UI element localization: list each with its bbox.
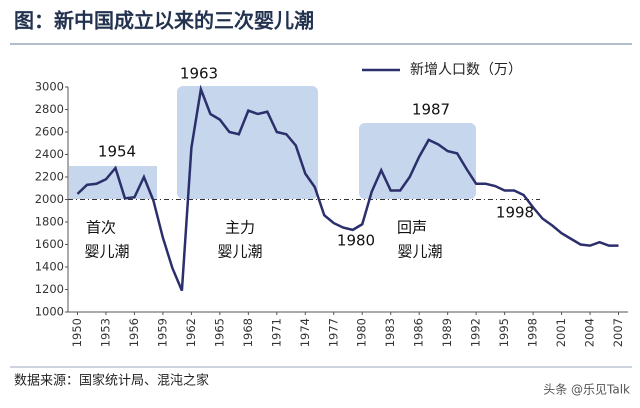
annotation: 婴儿潮 bbox=[217, 243, 262, 261]
x-tick-label: 1962 bbox=[184, 318, 198, 347]
annotation: 1980 bbox=[337, 232, 375, 250]
x-tick-label: 1971 bbox=[269, 318, 283, 347]
annotation: 首次 bbox=[86, 219, 116, 237]
annotation: 1954 bbox=[98, 143, 136, 161]
x-tick-label: 1974 bbox=[298, 318, 312, 347]
y-tick-label: 1000 bbox=[35, 305, 64, 319]
data-line bbox=[76, 84, 619, 292]
x-tick-label: 1968 bbox=[241, 318, 255, 347]
x-tick-label: 1953 bbox=[98, 318, 112, 347]
y-tick-label: 2600 bbox=[35, 125, 64, 139]
y-tick-label: 2800 bbox=[35, 102, 64, 116]
x-tick-label: 1956 bbox=[127, 318, 141, 347]
source: 数据来源：国家统计局、混沌之家 bbox=[14, 373, 209, 389]
x-tick-label: 2004 bbox=[583, 318, 597, 347]
x-tick-label: 1983 bbox=[383, 318, 397, 347]
y-tick-label: 2400 bbox=[35, 147, 64, 161]
y-tick-label: 1200 bbox=[35, 282, 64, 296]
x-tick-label: 1965 bbox=[212, 318, 226, 347]
annotation: 1963 bbox=[180, 65, 218, 83]
x-tick-label: 1980 bbox=[355, 318, 369, 347]
y-tick-label: 2000 bbox=[35, 192, 64, 206]
y-tick-label: 2200 bbox=[35, 170, 64, 184]
x-tick-label: 1992 bbox=[469, 318, 483, 347]
y-tick-label: 1800 bbox=[35, 215, 64, 229]
watermark: 头条 @乐见Talk bbox=[543, 383, 630, 397]
x-tick-label: 1998 bbox=[526, 318, 540, 347]
x-tick-label: 1995 bbox=[497, 318, 511, 347]
x-tick-label: 2001 bbox=[554, 318, 568, 347]
x-tick-label: 1989 bbox=[440, 318, 454, 347]
x-tick-label: 1977 bbox=[326, 318, 340, 347]
annotation: 回声 bbox=[397, 219, 427, 237]
x-tick-label: 2007 bbox=[611, 318, 625, 347]
annotation: 1987 bbox=[412, 101, 450, 119]
x-tick-label: 1950 bbox=[70, 318, 84, 347]
y-tick-label: 1600 bbox=[35, 237, 64, 251]
annotation: 1998 bbox=[496, 204, 534, 222]
annotation: 婴儿潮 bbox=[84, 243, 129, 261]
annotation: 婴儿潮 bbox=[397, 243, 442, 261]
legend-label: 新增人口数（万） bbox=[410, 62, 522, 78]
y-tick-label: 3000 bbox=[35, 80, 64, 94]
chart-title: 图：新中国成立以来的三次婴儿潮 bbox=[14, 9, 314, 33]
annotation: 主力 bbox=[225, 219, 255, 237]
x-tick-label: 1986 bbox=[412, 318, 426, 347]
y-tick-label: 1400 bbox=[35, 260, 64, 274]
x-tick-label: 1959 bbox=[155, 318, 169, 347]
